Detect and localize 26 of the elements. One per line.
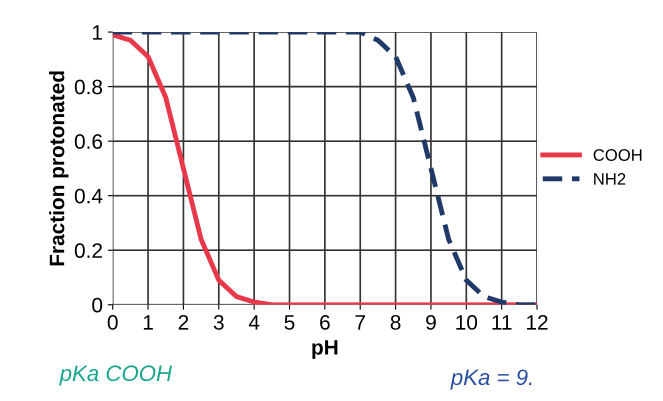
y-tick-label: 0.4 <box>74 188 102 204</box>
legend-label: COOH <box>594 149 642 161</box>
x-tick-label: 3 <box>214 315 224 330</box>
x-tick-label: 12 <box>527 315 548 330</box>
x-tick-label: 2 <box>178 315 188 330</box>
x-tick-label: 11 <box>492 315 512 330</box>
y-tick-label: 0.6 <box>74 134 102 149</box>
y-tick-label: 0 <box>92 298 102 313</box>
y-tick-label: 1 <box>92 25 102 40</box>
x-tick-label: 4 <box>248 315 260 330</box>
x-tick-label: 8 <box>390 315 400 330</box>
x-tick-label: 10 <box>456 315 478 330</box>
x-axis-title: pH <box>312 340 338 359</box>
x-tick-label: 6 <box>320 315 330 330</box>
y-tick-label: 0.2 <box>74 243 102 258</box>
x-tick-label: 7 <box>356 315 365 330</box>
text: pKa = 9. <box>450 369 532 390</box>
line-series <box>112 32 538 305</box>
x-tick-label: 1 <box>144 315 153 330</box>
text: pKa COOH <box>59 365 172 386</box>
y-tick-label: 0.8 <box>74 80 102 94</box>
x-tick-label: 9 <box>426 315 436 330</box>
x-tick-label: 0 <box>108 315 118 330</box>
x-tick-label: 5 <box>284 315 294 330</box>
legend-label: NH2 <box>594 173 626 185</box>
y-axis-title: Fraction protonated <box>49 71 68 266</box>
